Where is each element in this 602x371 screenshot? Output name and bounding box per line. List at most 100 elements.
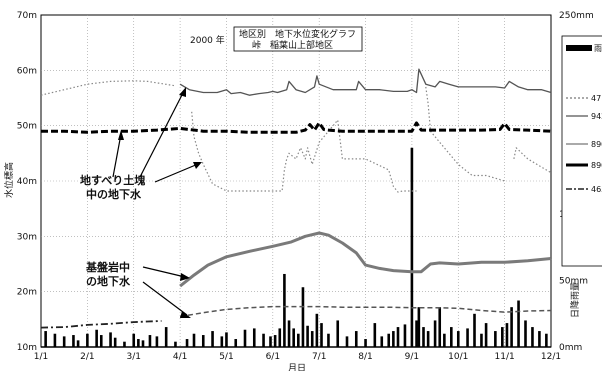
- rain-bar: [410, 147, 414, 347]
- series-lines: [40, 68, 552, 329]
- rain-bar: [297, 333, 300, 347]
- rain-bar: [76, 340, 80, 347]
- x-tick-label: 1/1: [34, 352, 48, 362]
- y-axis-label: 水位標高: [3, 162, 15, 198]
- rain-bar: [225, 332, 228, 347]
- x-tick-label: 9/1: [405, 352, 419, 362]
- y-tick-label: 20m: [17, 288, 37, 298]
- rainfall-bars: [44, 147, 548, 347]
- rain-bar: [211, 331, 214, 347]
- annotation-landslide-line2: 中の地下水: [86, 187, 142, 201]
- annotation-bedrock-line1: 基盤岩中: [85, 260, 130, 274]
- series-line-465: [40, 320, 162, 329]
- rain-bar: [494, 331, 497, 347]
- rain-bar: [123, 341, 126, 347]
- rain-bar: [141, 340, 145, 347]
- rain-bar: [292, 328, 295, 347]
- rain-bar: [44, 331, 47, 347]
- rain-bar: [262, 333, 265, 347]
- x-tick-label: 2/1: [80, 352, 94, 362]
- x-tick-label: 4/1: [173, 352, 187, 362]
- rain-bar: [132, 333, 136, 347]
- rain-bar: [354, 331, 358, 347]
- rain-bar: [62, 336, 66, 347]
- rain-bar: [426, 331, 430, 347]
- rain-bar: [99, 335, 103, 347]
- rain-bar: [109, 332, 112, 347]
- y-tick-label: 30m: [17, 232, 37, 242]
- rain-bar: [86, 333, 89, 347]
- series-line-基盤岩下: [179, 305, 552, 318]
- rain-bar: [283, 273, 286, 347]
- rain-bar: [373, 323, 377, 347]
- y-tick-label: 40m: [17, 177, 37, 187]
- rain-bar: [192, 333, 196, 347]
- series-line-890: [41, 121, 552, 134]
- x-tick-label: 7/1: [312, 352, 326, 362]
- rain-bar: [443, 333, 446, 347]
- rain-bar: [137, 339, 140, 347]
- rain-bar: [387, 333, 391, 347]
- y-tick-labels: 10m 20m 30m 40m 50m 60m 70m: [17, 11, 37, 353]
- rain-bar: [243, 329, 247, 347]
- annotation-bedrock: 基盤岩中 の地下水: [85, 260, 191, 318]
- rain-bar: [148, 335, 152, 347]
- annotation-landslide-line1: 地すべり土塊: [80, 173, 145, 187]
- rain-bar: [95, 329, 98, 347]
- arrow-to-942: [139, 90, 185, 178]
- legend-label-rain: 雨量: [594, 44, 602, 53]
- rain-bar: [505, 323, 509, 347]
- arrowhead-942: [179, 87, 186, 97]
- y2-tick-label: 250mm: [559, 11, 594, 21]
- rain-bar: [174, 341, 177, 347]
- rain-bar: [417, 307, 421, 347]
- y-tick-label: 10m: [17, 343, 37, 353]
- rain-bar: [315, 313, 319, 347]
- x-tick-labels: 1/1 2/1 3/1 4/1 5/1 6/1 7/1 8/1 9/1 10/1 11/1 12/1: [34, 352, 561, 362]
- rain-bar: [113, 337, 117, 347]
- arrow-to-bedrock-lower: [142, 281, 188, 316]
- arrow-to-bedrock: [142, 266, 186, 278]
- legend-frame: [561, 35, 602, 267]
- x-tick-label: 6/1: [266, 352, 280, 362]
- legend-label-942: 942: [591, 112, 602, 121]
- gridlines: [41, 15, 551, 347]
- rain-bar: [273, 335, 277, 347]
- rain-bar: [415, 320, 418, 347]
- annotation-bedrock-line2: の地下水: [86, 274, 131, 288]
- rain-bar: [433, 320, 437, 347]
- rain-bar: [269, 336, 272, 347]
- y2-tick-label: 0mm: [559, 343, 582, 353]
- rain-bar: [456, 331, 460, 347]
- rain-bar: [466, 328, 469, 347]
- rain-bar: [234, 339, 238, 347]
- rain-bar: [380, 336, 384, 347]
- rain-bar: [155, 336, 159, 347]
- rain-bar: [327, 333, 330, 347]
- rain-bar: [531, 327, 534, 347]
- rain-bar: [484, 323, 488, 347]
- rain-bar: [72, 335, 75, 347]
- rain-bar: [252, 328, 256, 347]
- rain-bar: [320, 323, 323, 347]
- rain-bar: [287, 320, 291, 347]
- chart-year: 2000 年: [190, 34, 225, 46]
- legend-swatch-rain: [566, 45, 592, 51]
- y-tick-label: 70m: [17, 11, 37, 21]
- x-axis-label: 月日: [288, 363, 306, 371]
- rain-bar: [480, 333, 483, 347]
- rain-bar: [364, 339, 367, 347]
- arrowhead-bedrock-lower: [180, 311, 191, 318]
- rain-bar: [220, 336, 224, 347]
- y-tick-label: 50m: [17, 122, 37, 132]
- rain-bar: [438, 307, 442, 347]
- rain-bar: [306, 325, 309, 347]
- y-tick-label: 60m: [17, 66, 37, 76]
- rain-bar: [473, 313, 476, 347]
- rain-bar: [524, 320, 527, 347]
- x-tick-label: 12/1: [541, 352, 561, 362]
- arrowhead-bedrock: [180, 273, 190, 281]
- x-tick-label: 3/1: [126, 352, 140, 362]
- rain-bar: [310, 331, 314, 347]
- rain-bar: [538, 331, 541, 347]
